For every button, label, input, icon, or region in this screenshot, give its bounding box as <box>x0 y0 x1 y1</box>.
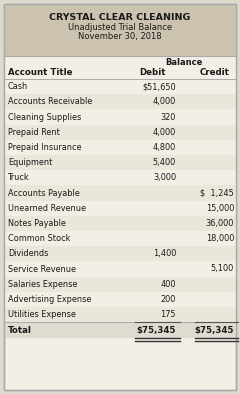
Text: Equipment: Equipment <box>8 158 52 167</box>
Bar <box>4 110 236 125</box>
Text: 18,000: 18,000 <box>206 234 234 243</box>
Text: Advertising Expense: Advertising Expense <box>8 295 91 304</box>
Text: Common Stock: Common Stock <box>8 234 70 243</box>
Text: Accounts Receivable: Accounts Receivable <box>8 97 92 106</box>
Text: $  1,245: $ 1,245 <box>200 188 234 197</box>
Bar <box>4 4 236 56</box>
Text: $51,650: $51,650 <box>142 82 176 91</box>
Text: 4,800: 4,800 <box>153 143 176 152</box>
Text: 1,400: 1,400 <box>153 249 176 258</box>
Bar <box>4 322 236 338</box>
Text: 4,000: 4,000 <box>153 128 176 137</box>
Bar <box>4 246 236 261</box>
Text: 5,100: 5,100 <box>211 264 234 273</box>
Text: Debit: Debit <box>140 68 166 77</box>
Text: Truck: Truck <box>8 173 30 182</box>
Bar <box>4 140 236 155</box>
Text: November 30, 2018: November 30, 2018 <box>78 32 162 41</box>
Bar <box>4 216 236 231</box>
Bar <box>4 261 236 277</box>
Text: 4,000: 4,000 <box>153 97 176 106</box>
Bar <box>4 56 236 66</box>
Text: Notes Payable: Notes Payable <box>8 219 66 228</box>
Text: $75,345: $75,345 <box>195 326 234 335</box>
Text: 36,000: 36,000 <box>206 219 234 228</box>
Text: Account Title: Account Title <box>8 68 72 77</box>
Text: Cleaning Supplies: Cleaning Supplies <box>8 113 81 121</box>
Bar <box>4 94 236 110</box>
Text: Salaries Expense: Salaries Expense <box>8 280 77 289</box>
Text: Unearned Revenue: Unearned Revenue <box>8 204 86 213</box>
Text: Unadjusted Trial Balance: Unadjusted Trial Balance <box>68 23 172 32</box>
Bar <box>4 125 236 140</box>
Text: 200: 200 <box>161 295 176 304</box>
Bar <box>4 170 236 186</box>
Text: Service Revenue: Service Revenue <box>8 264 76 273</box>
Bar <box>4 277 236 292</box>
Bar <box>4 186 236 201</box>
Bar <box>4 79 236 94</box>
Bar <box>4 307 236 322</box>
Text: 175: 175 <box>161 310 176 319</box>
Bar <box>4 155 236 170</box>
Text: Prepaid Rent: Prepaid Rent <box>8 128 60 137</box>
Text: 400: 400 <box>161 280 176 289</box>
Bar <box>4 231 236 246</box>
Text: Utilities Expense: Utilities Expense <box>8 310 76 319</box>
Text: 15,000: 15,000 <box>206 204 234 213</box>
Text: $75,345: $75,345 <box>137 326 176 335</box>
Text: 320: 320 <box>161 113 176 121</box>
Bar <box>4 201 236 216</box>
Text: Credit: Credit <box>200 68 230 77</box>
Text: CRYSTAL CLEAR CLEANING: CRYSTAL CLEAR CLEANING <box>49 13 191 22</box>
Text: Dividends: Dividends <box>8 249 48 258</box>
Bar <box>4 292 236 307</box>
Text: Balance: Balance <box>165 58 203 67</box>
Text: 5,400: 5,400 <box>153 158 176 167</box>
Text: Accounts Payable: Accounts Payable <box>8 188 80 197</box>
Text: Total: Total <box>8 326 32 335</box>
Bar <box>4 66 236 79</box>
Text: Cash: Cash <box>8 82 28 91</box>
Text: 3,000: 3,000 <box>153 173 176 182</box>
Text: Prepaid Insurance: Prepaid Insurance <box>8 143 82 152</box>
